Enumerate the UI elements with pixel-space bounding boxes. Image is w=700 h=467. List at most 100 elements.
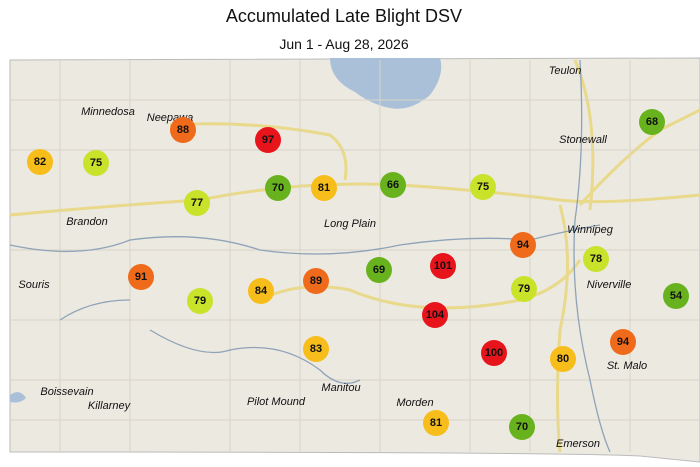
station-marker: [366, 257, 392, 283]
station-marker: [265, 175, 291, 201]
station-value: 54: [670, 290, 683, 302]
station-marker: [663, 283, 689, 309]
station-value: 69: [373, 264, 385, 276]
station-value: 66: [387, 179, 399, 191]
station: 77: [184, 190, 210, 216]
station-marker: [423, 410, 449, 436]
subtitle: Jun 1 - Aug 28, 2026: [279, 36, 408, 52]
station-marker: [511, 276, 537, 302]
station-marker: [170, 117, 196, 143]
station-marker: [184, 190, 210, 216]
station-value: 79: [194, 295, 206, 307]
station: 79: [187, 288, 213, 314]
station-value: 75: [477, 181, 489, 193]
station: 70: [265, 175, 291, 201]
basemap: [9, 57, 700, 463]
station: 70: [509, 414, 535, 440]
station-marker: [303, 268, 329, 294]
station: 75: [83, 150, 109, 176]
place-label: St. Malo: [607, 360, 647, 372]
station: 66: [380, 172, 406, 198]
station-value: 89: [310, 275, 322, 287]
station-marker: [83, 150, 109, 176]
place-label: Boissevain: [40, 386, 93, 398]
station: 91: [128, 264, 154, 290]
station-marker: [303, 336, 329, 362]
place-label: Pilot Mound: [247, 396, 306, 408]
station-value: 100: [485, 347, 503, 359]
place-label: Long Plain: [324, 218, 376, 230]
station-marker: [128, 264, 154, 290]
station-value: 80: [557, 353, 569, 365]
station-marker: [610, 329, 636, 355]
station-marker: [550, 346, 576, 372]
station-value: 104: [426, 309, 445, 321]
station-marker: [509, 414, 535, 440]
place-label: Niverville: [587, 279, 632, 291]
station-value: 70: [516, 421, 528, 433]
station-value: 78: [590, 253, 602, 265]
station-value: 82: [34, 156, 46, 168]
place-label: Winnipeg: [567, 224, 614, 236]
station-value: 88: [177, 124, 189, 136]
title: Accumulated Late Blight DSV: [226, 6, 462, 26]
station-value: 94: [517, 239, 530, 251]
station-value: 79: [518, 283, 530, 295]
station-value: 101: [434, 260, 452, 272]
station-marker: [255, 127, 281, 153]
station: 81: [311, 175, 337, 201]
station-marker: [639, 109, 665, 135]
station: 80: [550, 346, 576, 372]
station: 54: [663, 283, 689, 309]
station-value: 83: [310, 343, 322, 355]
place-label: Stonewall: [559, 134, 607, 146]
station-marker: [311, 175, 337, 201]
station-value: 75: [90, 157, 102, 169]
station: 94: [510, 232, 536, 258]
station: 97: [255, 127, 281, 153]
station-value: 94: [617, 336, 630, 348]
station: 82: [27, 149, 53, 175]
station: 94: [610, 329, 636, 355]
station-value: 68: [646, 116, 658, 128]
station-value: 97: [262, 134, 274, 146]
place-label: Teulon: [549, 65, 582, 77]
station: 84: [248, 278, 274, 304]
station-value: 77: [191, 197, 203, 209]
station: 69: [366, 257, 392, 283]
station: 68: [639, 109, 665, 135]
station-marker: [481, 340, 507, 366]
place-label: Manitou: [321, 382, 360, 394]
station: 89: [303, 268, 329, 294]
station: 83: [303, 336, 329, 362]
station-marker: [470, 174, 496, 200]
place-label: Souris: [18, 279, 50, 291]
station-value: 81: [318, 182, 330, 194]
station-value: 84: [255, 285, 268, 297]
station: 79: [511, 276, 537, 302]
station-marker: [422, 302, 448, 328]
station-value: 70: [272, 182, 284, 194]
station-marker: [583, 246, 609, 272]
place-label: Brandon: [66, 216, 108, 228]
station-marker: [27, 149, 53, 175]
station: 78: [583, 246, 609, 272]
place-label: Killarney: [88, 400, 132, 412]
station-marker: [187, 288, 213, 314]
place-label: Morden: [396, 397, 433, 409]
station-value: 91: [135, 271, 147, 283]
station-marker: [430, 253, 456, 279]
station-value: 81: [430, 417, 442, 429]
station-marker: [510, 232, 536, 258]
station: 88: [170, 117, 196, 143]
station: 104: [422, 302, 448, 328]
station: 100: [481, 340, 507, 366]
station: 75: [470, 174, 496, 200]
station: 101: [430, 253, 456, 279]
station-marker: [248, 278, 274, 304]
place-label: Minnedosa: [81, 106, 135, 118]
station-marker: [380, 172, 406, 198]
place-label: Emerson: [556, 438, 600, 450]
station: 81: [423, 410, 449, 436]
